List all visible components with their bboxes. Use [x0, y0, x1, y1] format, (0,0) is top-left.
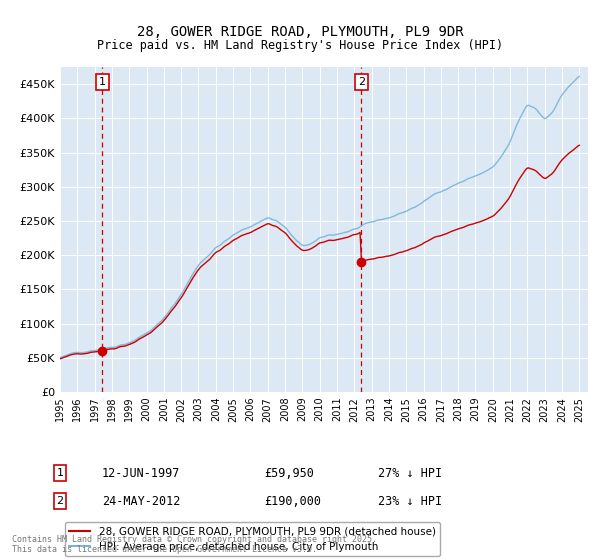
Text: 1: 1 — [56, 468, 64, 478]
Text: 23% ↓ HPI: 23% ↓ HPI — [378, 494, 442, 508]
Text: 27% ↓ HPI: 27% ↓ HPI — [378, 466, 442, 480]
Text: Price paid vs. HM Land Registry's House Price Index (HPI): Price paid vs. HM Land Registry's House … — [97, 39, 503, 52]
Text: 1: 1 — [99, 77, 106, 87]
Text: £59,950: £59,950 — [264, 466, 314, 480]
Text: 2: 2 — [358, 77, 365, 87]
Text: 2: 2 — [56, 496, 64, 506]
Text: Contains HM Land Registry data © Crown copyright and database right 2025.
This d: Contains HM Land Registry data © Crown c… — [12, 535, 377, 554]
Text: 24-MAY-2012: 24-MAY-2012 — [102, 494, 181, 508]
Legend: 28, GOWER RIDGE ROAD, PLYMOUTH, PL9 9DR (detached house), HPI: Average price, de: 28, GOWER RIDGE ROAD, PLYMOUTH, PL9 9DR … — [65, 522, 440, 556]
Text: 28, GOWER RIDGE ROAD, PLYMOUTH, PL9 9DR: 28, GOWER RIDGE ROAD, PLYMOUTH, PL9 9DR — [137, 25, 463, 39]
Text: 12-JUN-1997: 12-JUN-1997 — [102, 466, 181, 480]
Text: £190,000: £190,000 — [264, 494, 321, 508]
